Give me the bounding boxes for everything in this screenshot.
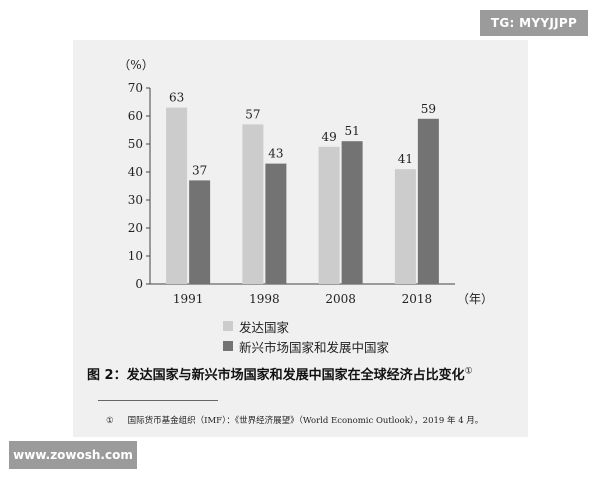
legend-item-emerging: 新兴市场国家和发展中国家 (223, 336, 389, 356)
footnote-text: 国际货币基金组织（IMF）：《世界经济展望》（World Economic Ou… (127, 416, 484, 426)
y-tick-label: 20 (128, 221, 143, 235)
figure-caption: 图 2：发达国家与新兴市场国家和发展中国家在全球经济占比变化① (87, 364, 473, 383)
bar-1991-series-1 (189, 180, 211, 284)
y-tick-label: 0 (135, 277, 143, 291)
site-watermark-badge: www.zowosh.com (9, 441, 137, 469)
y-tick-label: 30 (128, 193, 143, 207)
figure-caption-text: 图 2：发达国家与新兴市场国家和发展中国家在全球经济占比变化 (87, 368, 465, 383)
chart-card (73, 40, 528, 437)
y-tick-label: 10 (128, 249, 143, 263)
x-tick-label-1998: 1998 (249, 292, 280, 306)
bar-1998-series-0 (242, 124, 264, 285)
bar-2008-series-1 (341, 141, 363, 284)
footnote: ① 国际货币基金组织（IMF）：《世界经济展望》（World Economic O… (106, 414, 483, 426)
bar-1998-series-1 (265, 163, 287, 284)
data-label-1998-series-1: 43 (268, 147, 283, 161)
chart-legend: 发达国家 新兴市场国家和发展中国家 (223, 316, 389, 356)
bar-2018-series-1 (417, 118, 439, 284)
legend-label-developed: 发达国家 (239, 319, 290, 335)
tg-watermark-badge: TG: MYYJJPP (480, 10, 588, 36)
x-tick-label-2008: 2008 (325, 292, 356, 306)
y-tick-label: 50 (128, 137, 143, 151)
data-label-2018-series-0: 41 (398, 152, 413, 166)
legend-swatch-emerging (223, 341, 233, 351)
y-tick-label: 60 (128, 109, 143, 123)
footnote-marker: ① (106, 416, 114, 426)
legend-label-emerging: 新兴市场国家和发展中国家 (239, 339, 390, 355)
legend-swatch-developed (223, 321, 233, 331)
x-tick-label-1991: 1991 (173, 292, 204, 306)
footnote-divider (98, 400, 218, 401)
y-tick-label: 70 (128, 81, 143, 95)
data-label-1991-series-1: 37 (192, 163, 207, 177)
bar-1991-series-0 (166, 107, 188, 284)
y-tick-label: 40 (128, 165, 143, 179)
data-label-2008-series-1: 51 (344, 124, 359, 138)
x-axis-label: （年） (457, 292, 493, 306)
figure-caption-footnote-marker: ① (464, 366, 473, 377)
data-label-1998-series-0: 57 (245, 107, 260, 121)
y-axis-label: （%） (118, 58, 153, 72)
data-label-1991-series-0: 63 (169, 91, 184, 105)
data-label-2008-series-0: 49 (321, 130, 336, 144)
data-label-2018-series-1: 59 (421, 102, 436, 116)
x-tick-label-2018: 2018 (402, 292, 433, 306)
bar-2008-series-0 (318, 146, 340, 284)
legend-item-developed: 发达国家 (223, 316, 389, 336)
bar-2018-series-0 (394, 169, 416, 284)
